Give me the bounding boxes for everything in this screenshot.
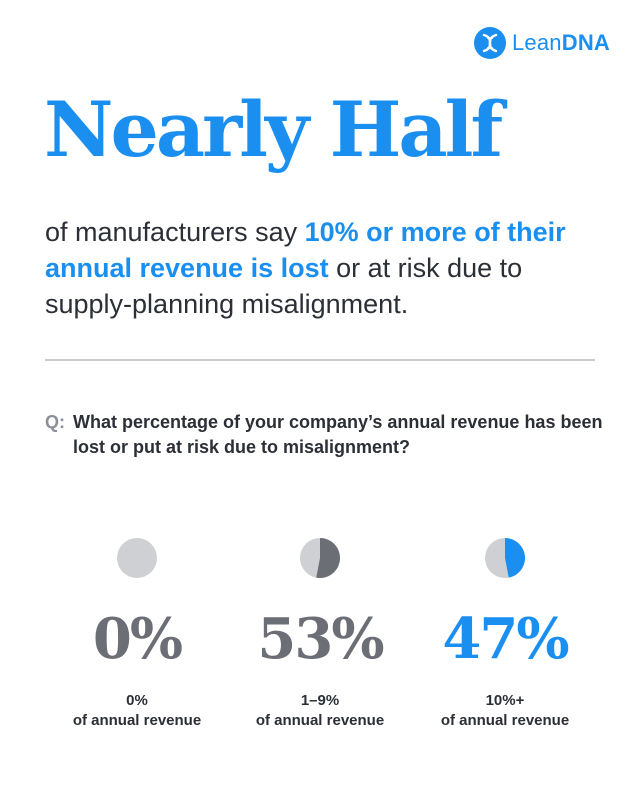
- pie-background: [117, 538, 157, 578]
- results-chart: 0% 0% of annual revenue 53% 1–9% of annual re…: [0, 535, 640, 735]
- pie-slice: [505, 538, 526, 578]
- pie-chart-icon: [300, 538, 340, 578]
- subhead-pre: of manufacturers say: [45, 217, 305, 247]
- result-label: 0% of annual revenue: [42, 691, 232, 731]
- brand-name-bold: DNA: [561, 30, 610, 55]
- result-label: 10%+ of annual revenue: [410, 691, 600, 731]
- pie-slice: [316, 538, 340, 578]
- pie-chart-icon: [117, 538, 157, 578]
- question-label: Q:: [45, 412, 65, 432]
- result-category: 0%: [126, 692, 148, 709]
- pie-chart-icon: [485, 538, 526, 578]
- result-caption: of annual revenue: [72, 712, 202, 729]
- subhead-post: or at risk due to supply-planning misali…: [45, 253, 523, 319]
- subheadline: of manufacturers say 10% or more of thei…: [45, 214, 605, 322]
- result-category: 10%+: [485, 692, 525, 709]
- result-item: 47% 10%+ of annual revenue: [410, 535, 600, 731]
- dna-logo-icon: [473, 27, 506, 59]
- brand-name: LeanDNA: [512, 30, 610, 56]
- headline: Nearly Half: [44, 85, 503, 174]
- brand-logo: LeanDNA: [473, 27, 610, 59]
- result-value: 0%: [92, 606, 183, 672]
- result-category: 1–9%: [300, 692, 340, 709]
- result-item: 0% 0% of annual revenue: [42, 535, 232, 731]
- brand-name-light: Lean: [511, 30, 562, 55]
- divider: [45, 359, 595, 361]
- result-caption: of annual revenue: [255, 712, 385, 729]
- survey-question: Q: What percentage of your company’s ann…: [45, 410, 605, 460]
- result-value: 53%: [257, 606, 384, 672]
- result-item: 53% 1–9% of annual revenue: [225, 535, 415, 731]
- question-text: What percentage of your company’s annual…: [73, 412, 603, 457]
- subhead-highlight: 10% or more of their annual revenue is l…: [45, 217, 566, 283]
- result-label: 1–9% of annual revenue: [225, 691, 415, 731]
- result-caption: of annual revenue: [440, 712, 570, 729]
- result-value: 47%: [442, 606, 569, 672]
